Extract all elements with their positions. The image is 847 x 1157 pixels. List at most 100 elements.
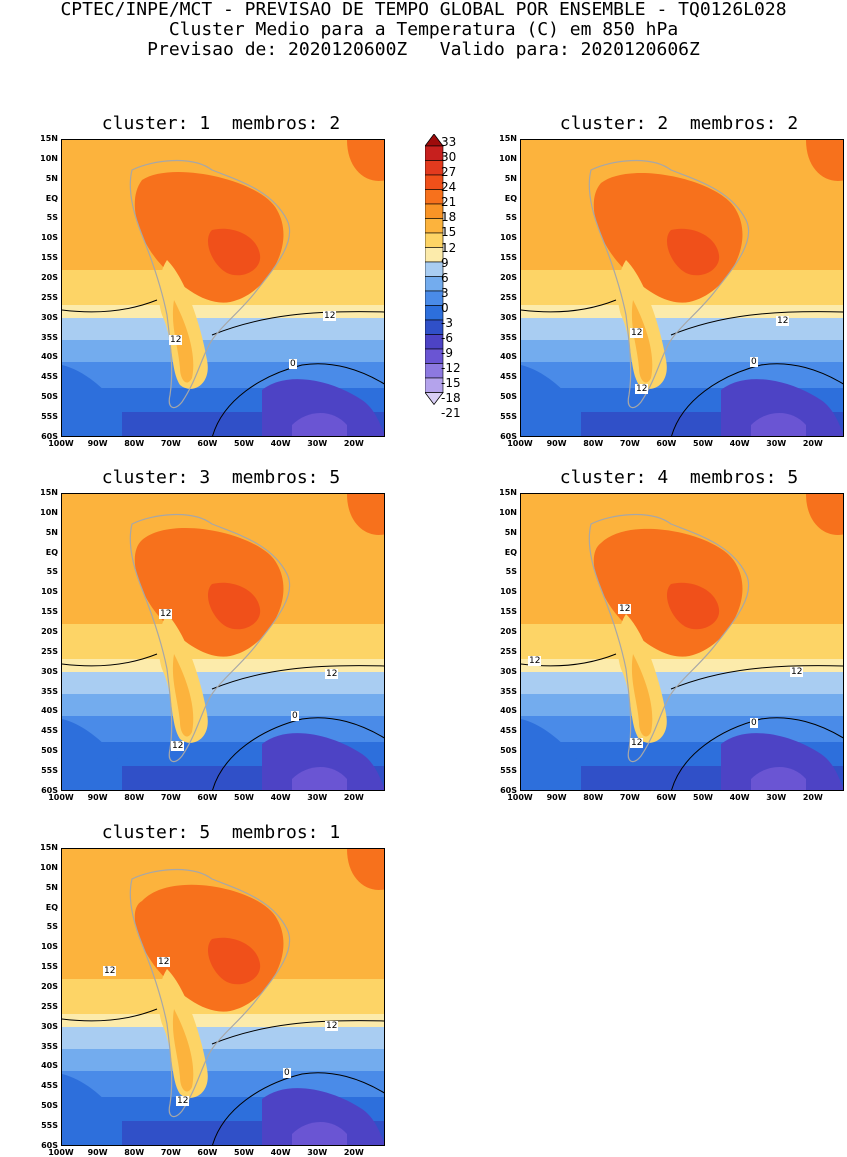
latitude-label: 15S [41,253,58,263]
latitude-label: 45S [41,1081,58,1091]
latitude-label: 5N [504,173,517,183]
longitude-label: 50W [234,439,254,448]
temperature-band [521,340,843,363]
temperature-band [521,659,843,673]
latitude-label: 40S [500,706,517,716]
latitude-label: 5S [505,213,517,223]
longitude-label: 50W [234,793,254,802]
latitude-label: 40S [500,352,517,362]
latitude-label: 60S [500,785,517,795]
coastline [588,160,750,409]
temperature-band [62,1014,384,1028]
longitude-label: 90W [546,439,567,448]
latitude-label: 40S [41,352,58,362]
latitude-label: 35S [41,686,58,696]
longitude-label: 20W [802,439,823,448]
longitude-label: 80W [583,439,604,448]
contour-label: 0 [750,357,758,367]
latitude-label: 15N [499,134,517,143]
hot-spot [207,582,261,630]
latitude-label: EQ [504,193,517,203]
latitude-label: 25S [41,292,58,302]
colorbar-bottom-arrow [425,392,444,406]
latitude-label: 50S [41,746,58,756]
longitude-label: 90W [87,1148,108,1157]
latitude-label: 25S [41,1001,58,1011]
map-panel [61,493,385,791]
colorbar-label: -3 [441,315,453,330]
cold-pool [521,365,581,436]
coastline [129,514,291,763]
temperature-band [62,716,384,743]
panel-title: cluster: 3 membros: 5 [101,467,341,488]
contour-label: 12 [630,328,644,338]
latitude-label: 5N [504,527,517,537]
colorbar-label: 24 [441,180,457,195]
cold-basin [721,733,843,790]
cold-basin [262,733,384,790]
latitude-label: 45S [41,726,58,736]
latitude-label: 20S [41,272,58,282]
contour-label: 12 [103,966,117,976]
latitude-label: 40S [41,706,58,716]
cold-basin [262,379,384,436]
longitude-label: 20W [343,439,364,448]
colorbar-label: 30 [441,150,457,165]
latitude-label: 15N [40,134,58,143]
contour-label: 12 [790,667,804,677]
warm-tongue-inner [172,300,194,383]
contour-label: 0 [283,1068,291,1078]
contour-label: 12 [325,1021,339,1031]
latitude-label: 15N [40,843,58,852]
latitude-label: 10N [40,862,58,872]
longitude-label: 40W [270,793,291,802]
contour-label: 12 [776,316,790,326]
colorbar-label: 0 [441,300,449,315]
latitude-label: 10N [40,153,58,163]
hot-spot [207,937,261,985]
latitude-label: 20S [500,272,517,282]
latitude-label: 5N [45,882,58,892]
latitude-label: 10S [41,587,58,597]
colorbar-label: 21 [441,195,457,210]
latitude-label: 35S [500,686,517,696]
temperature-field [62,849,384,1145]
warm-tongue-inner [172,654,194,737]
longitude-label: 100W [507,793,533,802]
colorbar-label: -12 [441,361,461,376]
temperature-band [62,1071,384,1098]
latitude-label: 60S [41,431,58,441]
latitude-label: 15N [40,488,58,497]
longitude-label: 40W [729,793,750,802]
warm-corner [347,494,384,535]
latitude-label: 50S [500,392,517,402]
colorbar [425,134,444,406]
warm-tongue-inner [172,1009,194,1092]
contour-label: 12 [635,384,649,394]
warm-tongue-inner [631,300,653,383]
latitude-label: 50S [41,1101,58,1111]
latitude-label: 10S [500,587,517,597]
colorbar-label: -9 [441,346,453,361]
temperature-band [521,672,843,695]
latitude-label: 15S [500,253,517,263]
longitude-label: 20W [802,793,823,802]
longitude-label: 80W [124,793,145,802]
cold-core [292,1122,347,1145]
latitude-label: 25S [41,646,58,656]
longitude-label: 20W [343,1148,364,1157]
cold-pool [62,1074,122,1145]
latitude-label: 50S [500,746,517,756]
cold-basin [262,1088,384,1145]
longitude-label: 90W [87,439,108,448]
temperature-band [521,305,843,319]
hot-spot [666,228,720,276]
temperature-band [62,340,384,363]
longitude-label: 30W [766,439,787,448]
temperature-band [521,362,843,389]
isotherm-0 [671,363,843,436]
contour-label: 0 [289,359,297,369]
latitude-label: 45S [500,372,517,382]
latitude-label: EQ [45,547,58,557]
temperature-band [521,318,843,341]
